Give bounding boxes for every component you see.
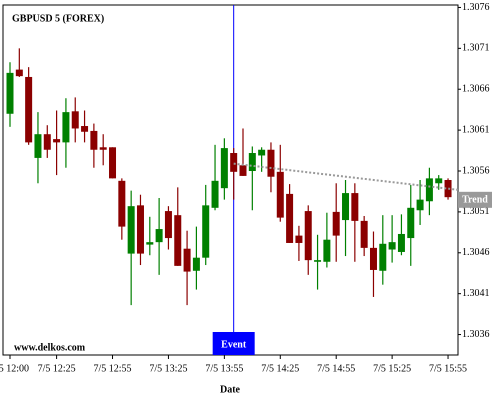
candle-body <box>71 111 79 129</box>
candle-body <box>314 260 322 262</box>
candle-body <box>435 178 443 184</box>
y-tick-label: 1.3071 <box>462 43 490 54</box>
candle-body <box>25 76 33 143</box>
x-tick-label: 7/5 15:25 <box>373 363 411 374</box>
candle-body <box>360 220 368 248</box>
candle-body <box>239 165 247 176</box>
y-tick-label: 1.3076 <box>462 2 490 13</box>
candle-body <box>295 235 303 243</box>
event-label-box <box>212 332 255 355</box>
candle-body <box>146 242 154 245</box>
candle-body <box>81 126 89 132</box>
candle-body <box>397 233 405 252</box>
candle-body <box>351 193 359 221</box>
x-tick-label: 7/5 12:25 <box>38 363 76 374</box>
candle-body <box>248 153 256 172</box>
candle-body <box>34 134 42 158</box>
y-tick-label: 1.3041 <box>462 288 490 299</box>
candle-body <box>43 134 51 150</box>
candle-body <box>136 205 144 254</box>
candle-body <box>276 171 284 218</box>
y-tick-label: 1.3061 <box>462 124 490 135</box>
candle-body <box>174 215 182 266</box>
y-tick-label: 1.3066 <box>462 84 490 95</box>
trend-line <box>233 162 459 191</box>
trend-label-box <box>458 191 492 208</box>
x-axis-title: Date <box>220 384 241 395</box>
candle-body <box>407 207 415 239</box>
y-tick-label: 1.3046 <box>462 247 490 258</box>
candle-body <box>15 69 23 77</box>
candle-body <box>323 239 331 262</box>
candle-body <box>99 147 107 150</box>
candle-body <box>90 130 98 150</box>
candle-body <box>425 178 433 202</box>
candle-body <box>286 193 294 243</box>
candle-body <box>342 193 350 221</box>
candle-body <box>183 248 191 272</box>
x-tick-label: 7/5 14:25 <box>261 363 299 374</box>
candle-body <box>258 149 266 156</box>
candle-body <box>332 211 340 236</box>
candle-body <box>202 205 210 258</box>
candle-body <box>53 139 61 143</box>
candle-body <box>369 247 377 270</box>
watermark: www.delkos.com <box>14 342 86 353</box>
x-tick-label: 7/5 12:55 <box>93 363 131 374</box>
chart-title: GBPUSD 5 (FOREX) <box>12 13 104 24</box>
y-tick-label: 1.3036 <box>462 329 490 340</box>
candle-body <box>379 243 387 271</box>
candle-body <box>230 153 238 172</box>
x-tick-label: 7/5 14:55 <box>317 363 355 374</box>
candle-body <box>211 180 219 208</box>
trend-label: Trend <box>462 195 488 206</box>
candle-body <box>62 112 70 143</box>
candle-body <box>6 72 14 114</box>
y-tick-label: 1.3051 <box>462 206 490 217</box>
event-label: Event <box>221 339 247 350</box>
plot-frame <box>2 4 459 356</box>
candle-body <box>304 211 312 261</box>
candle-body <box>444 180 452 198</box>
candle-body <box>192 257 200 271</box>
x-tick-label: 7/5 13:55 <box>205 363 243 374</box>
candle-body <box>220 148 228 189</box>
x-tick-label: 7/5 13:25 <box>149 363 187 374</box>
candle-body <box>416 199 424 211</box>
candle-body <box>118 180 126 227</box>
candle-body <box>164 211 172 239</box>
x-tick-label: 7/5 15:55 <box>429 363 467 374</box>
candle-body <box>127 206 135 254</box>
candle-body <box>388 242 396 250</box>
candle-body <box>267 149 275 177</box>
candle-body <box>109 147 117 179</box>
candle-body <box>155 229 163 243</box>
y-tick-label: 1.3056 <box>462 165 490 176</box>
x-tick-label: 7/5 12:00 <box>0 363 29 374</box>
